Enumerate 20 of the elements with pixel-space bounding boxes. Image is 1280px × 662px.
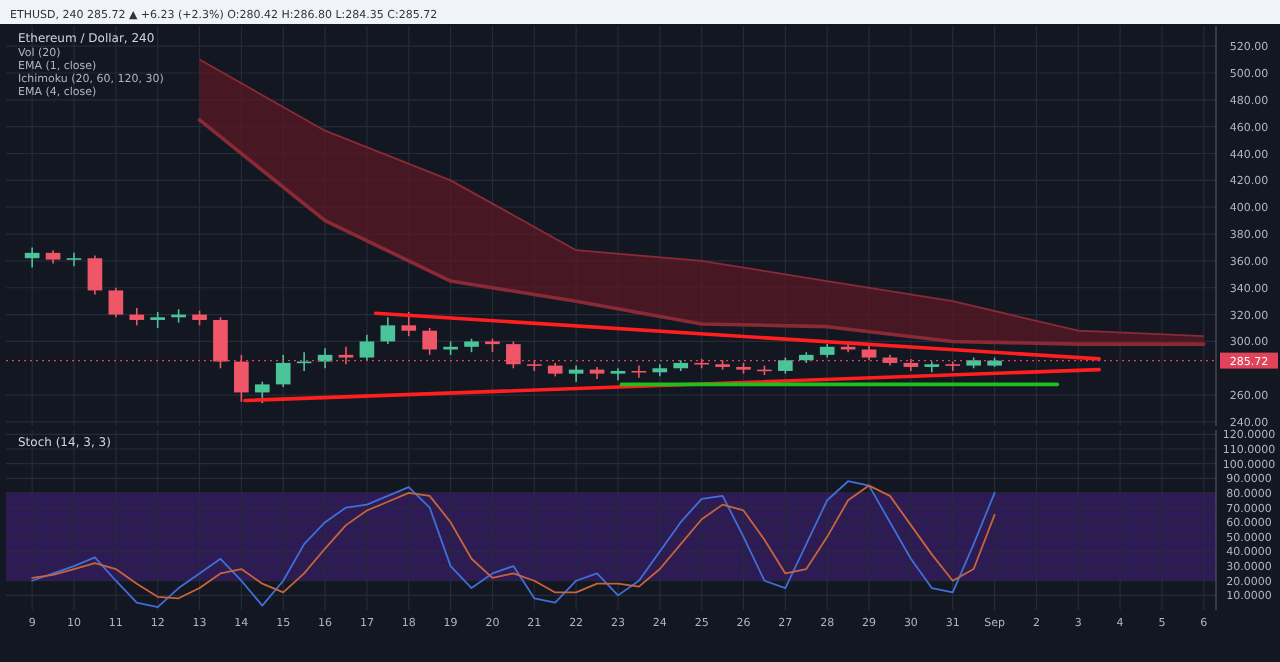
line-series [197, 118, 1206, 346]
candlestick [234, 354, 249, 403]
candlestick [338, 346, 354, 366]
candlestick [108, 286, 124, 319]
candlestick [945, 360, 961, 372]
candlestick [359, 333, 375, 362]
candlestick [422, 327, 437, 356]
candlestick [610, 367, 626, 382]
candlestick [317, 347, 333, 370]
candlestick [631, 364, 647, 379]
candlestick [213, 316, 228, 370]
candlestick [401, 311, 417, 337]
candlestick [526, 359, 542, 372]
candlestick [275, 354, 291, 388]
candlestick [506, 340, 521, 370]
candlestick [568, 364, 584, 383]
candlestick [380, 316, 396, 345]
candlestick [66, 252, 82, 268]
candlestick [87, 254, 103, 296]
candlestick [254, 380, 270, 404]
